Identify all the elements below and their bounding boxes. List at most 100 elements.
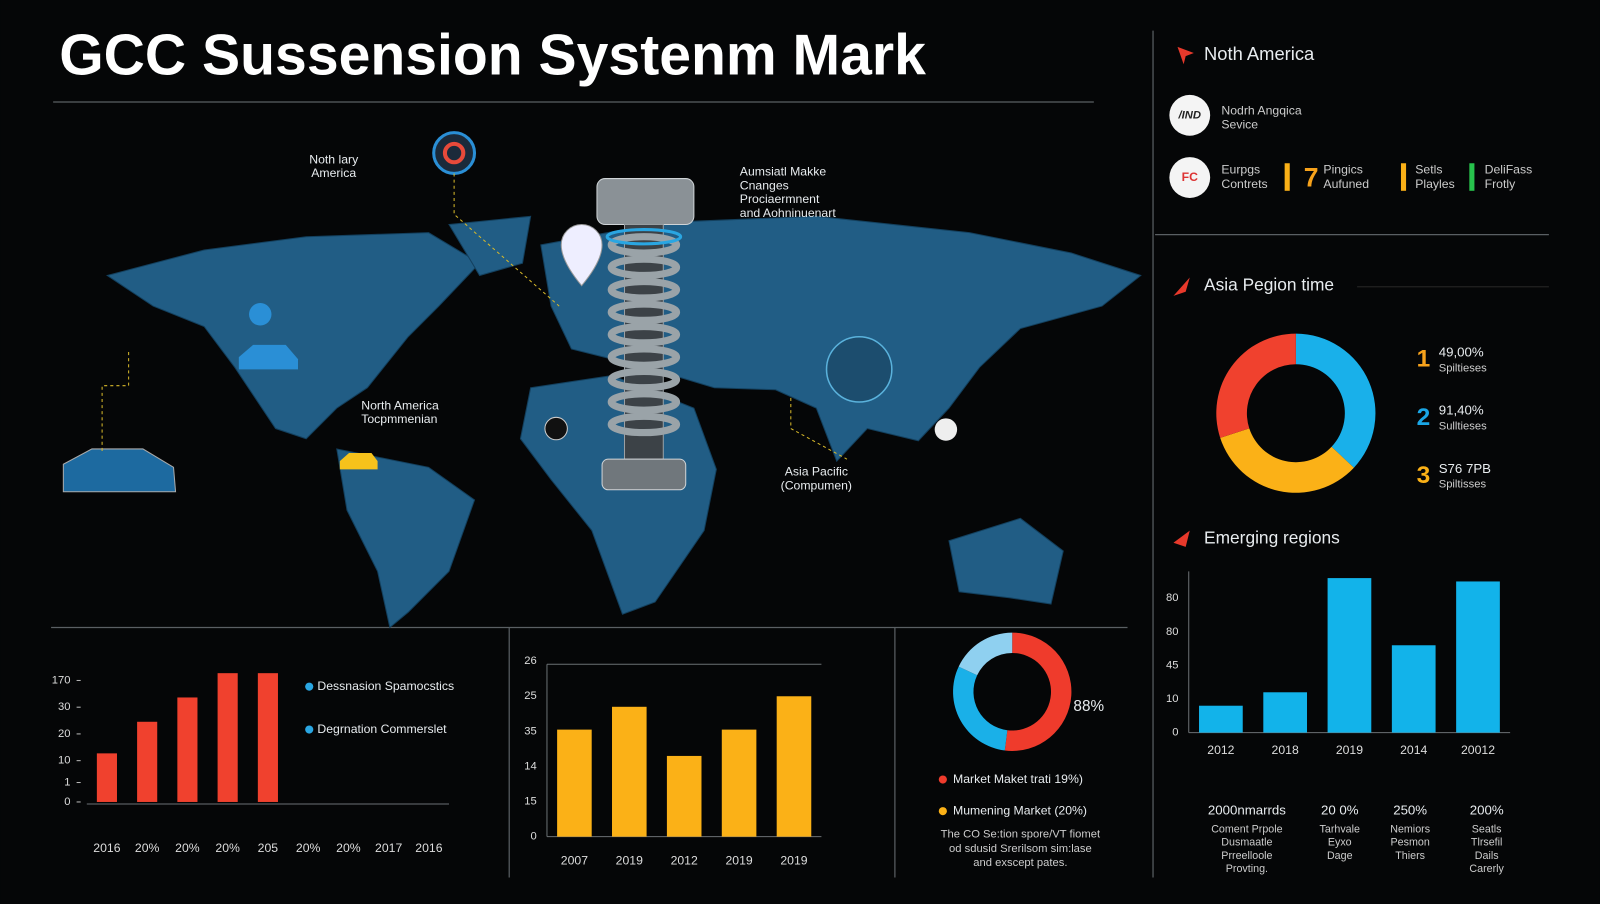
strut-top	[596, 178, 695, 225]
stat-label: Coment Prpole	[1211, 823, 1282, 835]
map-label: Asia Pacific	[785, 465, 848, 479]
bar	[1199, 705, 1243, 733]
marker	[1177, 46, 1194, 65]
row-label: DeliFass	[1485, 163, 1533, 177]
coil	[607, 412, 681, 437]
stat-label: Prreelloole	[1221, 850, 1272, 862]
icon	[934, 418, 958, 441]
spring	[607, 233, 681, 437]
pin-icon	[560, 223, 603, 287]
row-label: Pingics	[1323, 163, 1362, 177]
icon	[825, 335, 893, 403]
row-label: Contrets	[1221, 177, 1267, 191]
description: od sdusid Srerilsom sim:lase	[949, 843, 1092, 855]
row-label: Aufuned	[1323, 177, 1369, 191]
y-tick-label: 26	[524, 655, 536, 667]
car-icon	[62, 448, 177, 493]
stat-value: 200%	[1470, 803, 1504, 818]
row-number: 7	[1304, 163, 1319, 193]
stat-label: Provting.	[1226, 863, 1268, 875]
chart-title: Asia Pegion time	[1204, 274, 1334, 294]
x-tick-label: 2019	[725, 853, 752, 867]
stat-label: Carerly	[1469, 863, 1504, 875]
stat-label: Seatls	[1472, 823, 1502, 835]
legend-rank: 3	[1417, 462, 1431, 489]
x-tick-label: 2012	[671, 853, 698, 867]
map-icons	[62, 131, 958, 493]
coil	[607, 300, 681, 324]
icon	[544, 416, 568, 441]
stat-label: Pesmon	[1391, 837, 1430, 849]
y-tick-label: 0	[1172, 727, 1178, 739]
continent	[948, 517, 1064, 605]
connector	[790, 397, 848, 460]
accent-bar	[1469, 163, 1475, 191]
map-label: Aumsiatl Makke	[740, 165, 827, 179]
chart-title: Emerging regions	[1204, 527, 1340, 547]
dividers	[51, 30, 1549, 878]
y-tick-label: 170	[52, 674, 71, 686]
stat-label: Nemiors	[1390, 823, 1430, 835]
coil	[607, 278, 681, 302]
page-title: GCC Sussension Systenm Mark	[59, 23, 926, 87]
bar	[177, 697, 198, 802]
service-label: Nodrh Angqica	[1221, 103, 1301, 117]
coil	[607, 345, 681, 369]
stat-label: Dails	[1475, 850, 1499, 862]
strut-base	[601, 458, 687, 491]
map-label: America	[311, 166, 356, 180]
map-label: Tocpmmenian	[361, 412, 437, 426]
stat-label: Dage	[1327, 850, 1353, 862]
x-tick-label: 20%	[175, 841, 200, 855]
legend-dot	[305, 725, 314, 734]
ring	[605, 228, 683, 246]
car-icon	[238, 344, 299, 370]
stat-value: 20 0%	[1321, 803, 1359, 818]
title-markers	[1173, 46, 1194, 547]
map-label: (Compumen)	[781, 478, 852, 492]
y-tick-label: 0	[64, 796, 70, 808]
bar	[557, 729, 592, 837]
car-icon	[339, 453, 378, 470]
connector	[101, 352, 130, 455]
bar	[137, 721, 158, 802]
y-tick-label: 80	[1166, 626, 1178, 638]
stat-label: Tarhvale	[1320, 823, 1361, 835]
bar	[96, 753, 117, 802]
description: and exscept pates.	[973, 857, 1067, 869]
continent	[105, 232, 481, 440]
stat-label: Dusmaatle	[1221, 837, 1272, 849]
y-tick-label: 14	[524, 760, 536, 772]
bar	[1456, 581, 1500, 733]
legend-value: 49,00%	[1439, 345, 1484, 360]
x-tick-label: 2016	[93, 841, 120, 855]
panel-title: Noth America	[1204, 43, 1315, 64]
stat-label: Tlrsefil	[1471, 837, 1503, 849]
logo-circle	[1169, 94, 1211, 136]
y-tick-label: 10	[58, 755, 70, 767]
donut-annotation: 88%	[1073, 698, 1104, 715]
y-tick-label: 15	[524, 796, 536, 808]
stat-label: Thiers	[1395, 850, 1425, 862]
legend-rank: 2	[1417, 404, 1431, 431]
x-tick-label: 2019	[1336, 743, 1363, 757]
x-tick-label: 2017	[375, 841, 402, 855]
map-label: Prociaermnent	[740, 192, 820, 206]
x-tick-label: 2018	[1272, 743, 1299, 757]
logo-circle	[1169, 157, 1211, 198]
coil	[607, 322, 681, 347]
row-label: Playles	[1415, 177, 1454, 191]
x-tick-label: 20%	[296, 841, 321, 855]
legend-dot	[938, 775, 947, 784]
x-tick-label: 20%	[135, 841, 160, 855]
y-tick-label: 30	[58, 701, 70, 713]
description: The CO Se:tion spore/VT fiomet	[941, 829, 1101, 841]
bar	[257, 673, 278, 802]
logo-text: /IND	[1178, 109, 1201, 121]
bar	[721, 729, 757, 837]
bar	[1391, 645, 1436, 733]
legend-label: Spiltieses	[1439, 362, 1487, 374]
y-tick-label: 20	[58, 728, 70, 740]
donut-segment	[958, 632, 1013, 676]
